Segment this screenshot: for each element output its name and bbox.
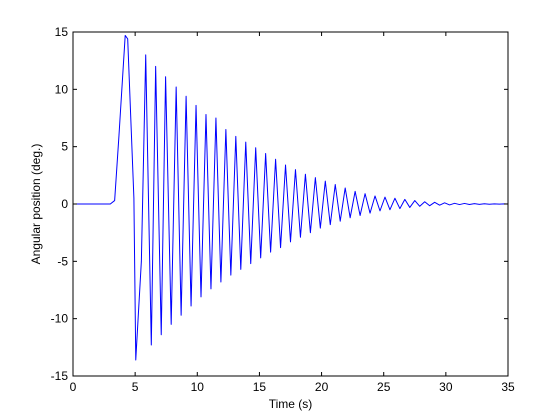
plot-area: 0 5 10 15 20 25 30 35 -15 -10 -5 0 5 10 15: [51, 25, 515, 394]
y-tick-label: 10: [55, 82, 69, 96]
y-tick-label: -5: [57, 254, 68, 268]
x-tick-label: 30: [439, 380, 453, 394]
y-tick-label: -10: [51, 312, 69, 326]
x-axis-title: Time (s): [269, 397, 313, 411]
x-tick-label: 25: [377, 380, 391, 394]
x-tick-label: 15: [253, 380, 267, 394]
tick-layer: 0 5 10 15 20 25 30 35 -15 -10 -5 0 5 10 15: [51, 25, 515, 394]
x-tick-label: 20: [315, 380, 329, 394]
series-line: [73, 34, 509, 361]
y-tick-label: 15: [55, 25, 69, 39]
y-axis-title: Angular position (deg.): [29, 144, 43, 265]
y-tick-label: 0: [61, 197, 68, 211]
y-tick-label: 5: [61, 140, 68, 154]
x-tick-label: 35: [501, 380, 515, 394]
x-tick-label: 5: [132, 380, 139, 394]
y-tick-label: -15: [51, 369, 69, 383]
x-tick-label: 10: [191, 380, 205, 394]
x-tick-label: 0: [70, 380, 77, 394]
series-layer: [73, 34, 509, 361]
axes-box: [72, 31, 509, 377]
